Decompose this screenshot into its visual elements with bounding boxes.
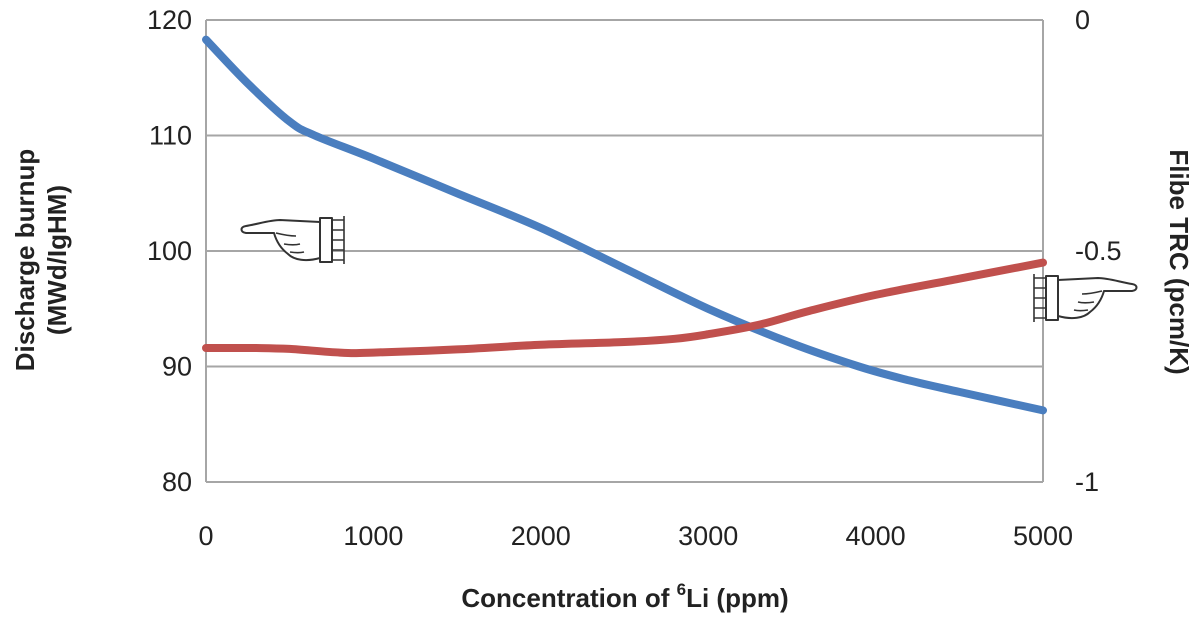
x-tick-label: 1000	[343, 521, 403, 551]
pointing-hand-right-icon	[1033, 274, 1138, 322]
left-tick-label: 110	[149, 121, 192, 151]
x-tick-label: 3000	[678, 521, 738, 551]
right-axis-title: Flibe TRC (pcm/K)	[1164, 149, 1194, 374]
tick-labels: 80 90 100 110 120 0 1000 2000 3000 4000 5000-1 -0.5…	[147, 5, 1122, 551]
right-tick-label: -1	[1075, 467, 1099, 497]
left-tick-label: 90	[162, 352, 192, 382]
x-axis-title-superscript: 6	[677, 580, 686, 599]
axes	[205, 20, 1044, 483]
left-tick-label: 120	[147, 5, 192, 35]
blue-series-line-discharge-burnup	[202, 35, 1047, 415]
pointing-hand-left-icon	[240, 216, 345, 264]
red-series-line-flibe-trc	[202, 258, 1047, 358]
right-tick-label: -0.5	[1075, 236, 1122, 266]
gridlines	[206, 19, 1043, 368]
x-axis-title: Concentration of 6Li (ppm)	[461, 580, 788, 613]
left-axis-title-line2: (MWd/IgHM)	[42, 185, 72, 335]
x-tick-label: 4000	[846, 521, 906, 551]
left-tick-label: 80	[162, 467, 192, 497]
x-tick-label: 5000	[1013, 521, 1073, 551]
x-tick-label: 2000	[511, 521, 571, 551]
x-tick-label: 0	[198, 521, 213, 551]
left-tick-label: 100	[147, 236, 192, 266]
right-tick-label: 0	[1075, 5, 1090, 35]
series-lines	[202, 35, 1047, 415]
left-axis-title-line1: Discharge burnup	[10, 149, 40, 371]
